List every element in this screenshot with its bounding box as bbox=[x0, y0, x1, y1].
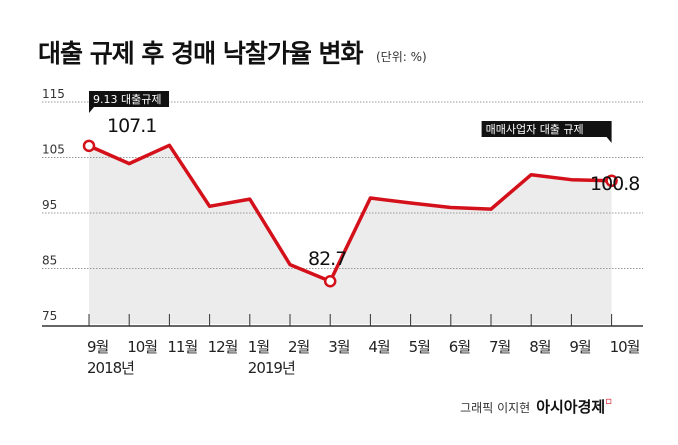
data-point-marker bbox=[82, 139, 96, 153]
x-tick-label: 9월 bbox=[87, 338, 109, 356]
data-label: 82.7 bbox=[308, 248, 346, 270]
y-tick-label: 85 bbox=[42, 254, 57, 268]
brand-logo: 아시아경제 bbox=[536, 398, 606, 416]
x-tick-label: 1월 bbox=[248, 338, 270, 356]
chart-title: 대출 규제 후 경매 낙찰가율 변화 bbox=[38, 39, 364, 68]
series-line bbox=[88, 143, 612, 284]
x-tick-label: 9월 bbox=[569, 338, 591, 356]
annotation-pointer bbox=[606, 137, 612, 143]
y-tick-label: 95 bbox=[42, 198, 57, 212]
x-tick-label: 2월 bbox=[288, 338, 310, 356]
x-tick-label: 11월 bbox=[167, 338, 197, 356]
annotation-box bbox=[89, 91, 169, 107]
y-tick-label: 115 bbox=[42, 87, 65, 101]
x-tick-label: 6월 bbox=[449, 338, 471, 356]
annotation-label: 9.13 대출규제 bbox=[93, 93, 161, 106]
x-tick-label: 12월 bbox=[208, 338, 238, 356]
year-label: 2018년 bbox=[87, 359, 134, 377]
annotation-box bbox=[481, 121, 612, 137]
annotation-pointer bbox=[89, 107, 94, 113]
y-tick-label: 105 bbox=[42, 143, 65, 157]
x-tick-label: 10월 bbox=[127, 338, 157, 356]
x-tick-label: 7월 bbox=[489, 338, 511, 356]
x-tick-label: 10월 bbox=[610, 338, 640, 356]
year-label: 2019년 bbox=[248, 359, 295, 377]
x-tick-label: 4월 bbox=[368, 338, 390, 356]
unit-label: (단위: %) bbox=[376, 50, 427, 64]
credit: 그래픽 이지현 아시아경제▫ bbox=[460, 396, 612, 417]
data-label: 107.1 bbox=[107, 115, 156, 137]
data-label: 100.8 bbox=[590, 173, 639, 195]
x-tick-label: 5월 bbox=[409, 338, 431, 356]
x-tick-label: 8월 bbox=[529, 338, 551, 356]
annotation-label: 매매사업자 대출 규제 bbox=[486, 123, 584, 136]
data-point-marker bbox=[323, 275, 337, 288]
data-point-marker bbox=[605, 174, 618, 188]
brand-mark-icon: ▫ bbox=[605, 396, 612, 407]
x-tick-label: 3월 bbox=[328, 338, 350, 356]
credit-text: 그래픽 이지현 bbox=[460, 401, 531, 415]
area-fill bbox=[89, 145, 612, 324]
y-tick-label: 75 bbox=[42, 309, 57, 323]
